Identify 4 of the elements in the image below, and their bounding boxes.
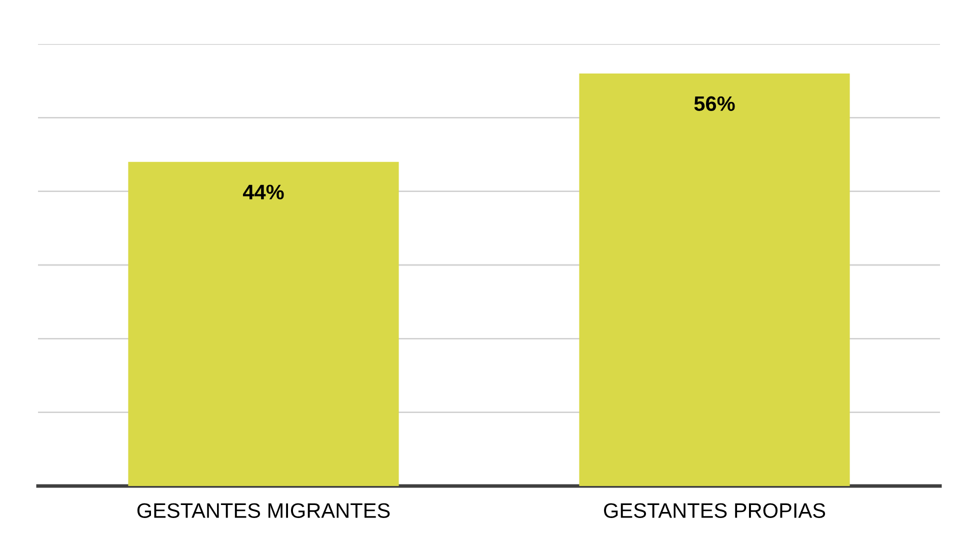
- x-tick-label: GESTANTES PROPIAS: [604, 503, 826, 518]
- x-tick-label: GESTANTES MIGRANTES: [137, 503, 390, 518]
- data-label: 44%: [242, 184, 284, 200]
- data-label: 56%: [694, 96, 735, 112]
